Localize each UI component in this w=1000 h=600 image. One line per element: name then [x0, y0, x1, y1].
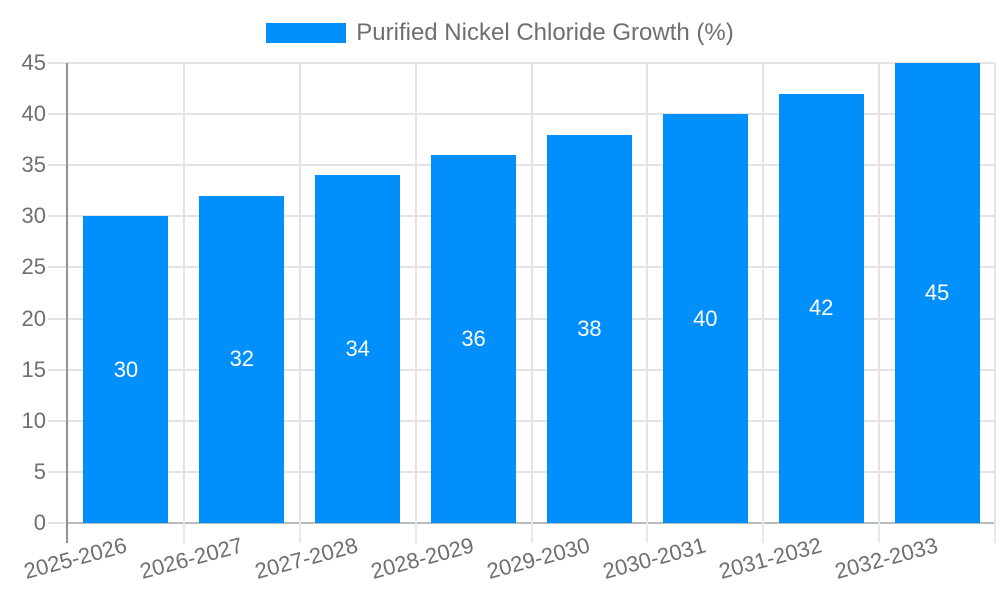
bar-2025-2026[interactable]: 30 — [83, 216, 169, 523]
y-gridline — [48, 368, 995, 371]
x-category-label: 2027-2028 — [252, 532, 361, 584]
bar-2031-2032[interactable]: 42 — [778, 93, 864, 523]
y-gridline — [48, 266, 995, 269]
x-gridline — [182, 63, 185, 523]
y-gridline — [48, 419, 995, 422]
y-tick-label: 25 — [21, 254, 46, 280]
x-category-label: 2025-2026 — [20, 532, 130, 584]
y-tick-label: 30 — [21, 203, 46, 229]
y-tick-label: 5 — [33, 458, 46, 484]
bar-2026-2027[interactable]: 32 — [199, 195, 285, 523]
bar-value-label: 42 — [808, 295, 834, 321]
y-gridline — [48, 470, 995, 473]
y-tick-label: 15 — [21, 356, 46, 382]
y-gridline — [48, 164, 995, 167]
bar-value-label: 34 — [345, 336, 370, 362]
x-category-label: 2026-2027 — [136, 532, 245, 584]
bar-value-label: 40 — [693, 305, 718, 331]
bar-2030-2031[interactable]: 40 — [662, 114, 748, 523]
bar-value-label: 45 — [924, 280, 950, 305]
y-gridline — [48, 317, 995, 320]
x-category-label: 2028-2029 — [368, 532, 477, 584]
x-gridline — [994, 63, 996, 523]
x-category-label: 2030-2031 — [600, 532, 709, 584]
bar-2032-2033[interactable]: 45 — [894, 63, 980, 523]
y-tick-label: 10 — [21, 407, 46, 433]
x-tick — [298, 523, 301, 543]
y-gridline — [48, 62, 995, 64]
y-tick — [48, 522, 68, 524]
x-tick — [414, 523, 417, 543]
bar-2029-2030[interactable]: 38 — [546, 134, 632, 523]
x-category-label: 2031-2032 — [716, 532, 825, 584]
x-gridline — [298, 63, 301, 523]
y-tick-label: 40 — [21, 101, 46, 127]
x-tick — [646, 523, 649, 543]
x-gridline — [646, 63, 649, 523]
bar-2028-2029[interactable]: 36 — [431, 155, 517, 523]
y-axis-line — [66, 63, 68, 543]
legend-marker-icon — [266, 23, 347, 43]
y-tick-label: 35 — [21, 152, 46, 178]
x-tick — [530, 523, 533, 543]
x-category-label: 2029-2030 — [484, 532, 593, 584]
x-gridline — [878, 63, 881, 523]
x-category-label: 2032-2033 — [832, 532, 941, 584]
bar-value-label: 36 — [461, 326, 486, 351]
x-tick — [994, 523, 996, 543]
legend-label: Purified Nickel Chloride Growth (%) — [356, 19, 734, 46]
bar-value-label: 38 — [577, 315, 602, 341]
x-tick — [878, 523, 881, 543]
x-tick — [182, 523, 185, 543]
y-tick-label: 45 — [21, 50, 46, 75]
y-gridline — [48, 113, 995, 116]
x-gridline — [530, 63, 533, 523]
x-gridline — [414, 63, 417, 523]
bar-2027-2028[interactable]: 34 — [315, 175, 401, 523]
y-gridline — [48, 215, 995, 218]
x-gridline — [762, 63, 765, 523]
bar-value-label: 32 — [229, 346, 255, 372]
bar-value-label: 30 — [113, 356, 139, 382]
y-tick-label: 0 — [33, 510, 46, 535]
y-tick-label: 20 — [21, 305, 46, 331]
legend-item[interactable]: Purified Nickel Chloride Growth (%) — [0, 18, 1000, 48]
x-tick — [762, 523, 765, 543]
